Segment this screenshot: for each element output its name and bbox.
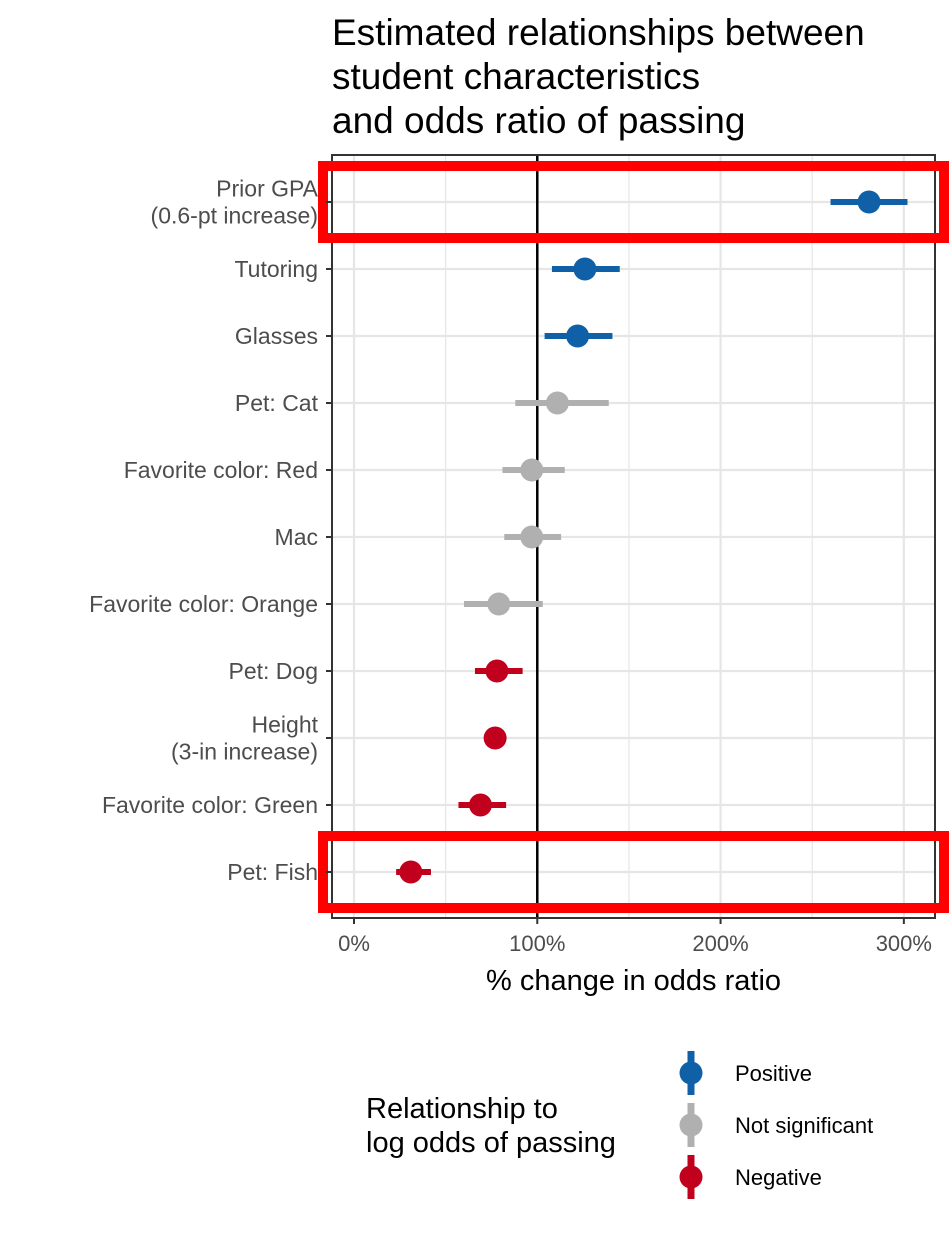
point-estimate xyxy=(483,726,507,750)
legend-entry: Not significant xyxy=(679,1103,873,1147)
category-label-line: Pet: Fish xyxy=(227,859,318,885)
point-estimate xyxy=(573,257,597,281)
chart-title-line: Estimated relationships between xyxy=(332,12,865,53)
point-estimate xyxy=(399,860,423,884)
x-tick-label: 0% xyxy=(338,931,370,956)
category-label: Pet: Cat xyxy=(235,390,319,416)
category-label-line: Height xyxy=(252,712,319,738)
point-estimate xyxy=(566,324,590,348)
highlight-boxes xyxy=(318,161,949,913)
legend-entry: Positive xyxy=(679,1051,812,1095)
category-label: Height (3-in increase) xyxy=(171,712,319,765)
category-label: Favorite color: Green xyxy=(102,792,318,818)
point-estimate xyxy=(485,659,509,683)
legend-label: Negative xyxy=(735,1165,822,1190)
x-tick-label: 200% xyxy=(692,931,748,956)
grid-lines xyxy=(332,155,935,918)
legend: Relationship to log odds of passing Positi… xyxy=(366,1051,873,1199)
category-label-line: Favorite color: Green xyxy=(102,792,318,818)
point-estimate xyxy=(520,458,544,482)
point-estimate xyxy=(520,525,544,549)
category-label: Prior GPA (0.6-pt increase) xyxy=(151,176,319,229)
point-estimate xyxy=(487,592,511,616)
category-label: Pet: Fish xyxy=(227,859,318,885)
category-label: Mac xyxy=(275,524,318,550)
legend-title-line: Relationship to xyxy=(366,1093,558,1125)
legend-key-point xyxy=(679,1113,703,1137)
category-label-line: Tutoring xyxy=(234,256,318,282)
category-label-line: Pet: Cat xyxy=(235,390,319,416)
category-label: Favorite color: Red xyxy=(124,457,318,483)
x-axis-title: % change in odds ratio xyxy=(486,965,781,997)
point-estimate xyxy=(468,793,492,817)
highlight-box xyxy=(318,831,949,913)
category-label: Tutoring xyxy=(234,256,318,282)
legend-label: Positive xyxy=(735,1061,812,1086)
category-label: Pet: Dog xyxy=(229,658,319,684)
category-label-line: (3-in increase) xyxy=(171,739,318,765)
category-label-line: Favorite color: Red xyxy=(124,457,318,483)
category-label-line: Favorite color: Orange xyxy=(89,591,318,617)
category-label-line: Mac xyxy=(275,524,318,550)
legend-label: Not significant xyxy=(735,1113,873,1138)
point-estimate xyxy=(857,190,881,214)
x-axis: 0% 100% 200% 300% xyxy=(338,918,932,956)
category-label: Favorite color: Orange xyxy=(89,591,318,617)
category-label-line: Glasses xyxy=(235,323,318,349)
legend-title: Relationship to log odds of passing xyxy=(366,1093,616,1159)
category-label-line: Prior GPA xyxy=(216,176,318,202)
chart-title-line: student characteristics xyxy=(332,56,700,97)
data-marks xyxy=(396,190,908,884)
category-label-line: Pet: Dog xyxy=(229,658,319,684)
x-tick-label: 100% xyxy=(509,931,565,956)
category-label-line: (0.6-pt increase) xyxy=(151,203,318,229)
highlight-box xyxy=(318,161,949,243)
legend-entry: Negative xyxy=(679,1155,822,1199)
chart-title-line: and odds ratio of passing xyxy=(332,100,745,141)
legend-key-point xyxy=(679,1061,703,1085)
y-axis-labels: Prior GPA (0.6-pt increase) Tutoring Glasse… xyxy=(89,176,332,885)
legend-key-point xyxy=(679,1165,703,1189)
category-label: Glasses xyxy=(235,323,318,349)
legend-title-line: log odds of passing xyxy=(366,1127,616,1159)
point-estimate xyxy=(545,391,569,415)
x-tick-label: 300% xyxy=(876,931,932,956)
